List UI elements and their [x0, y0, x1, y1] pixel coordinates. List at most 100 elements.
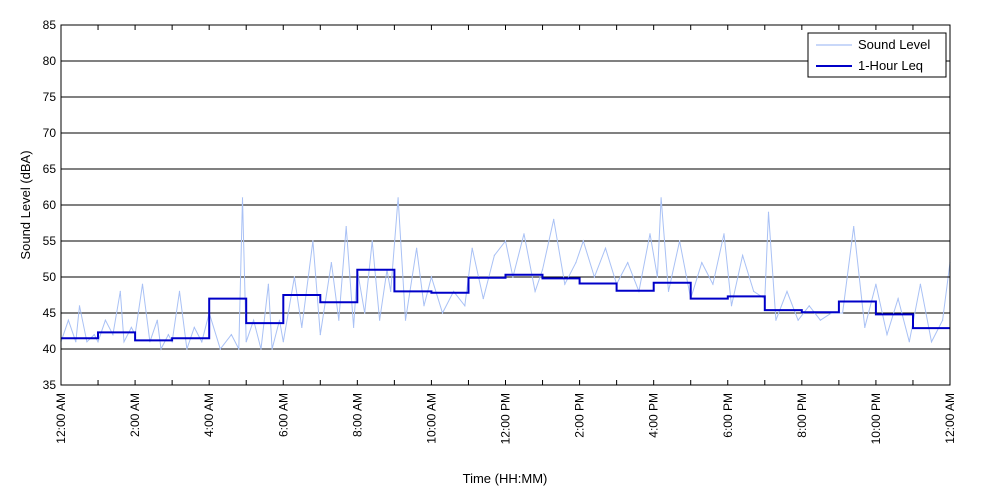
data-point-sound-level	[141, 283, 144, 285]
data-point-sound-level	[379, 319, 381, 321]
x-tick-label: 8:00 PM	[795, 393, 809, 438]
data-point-sound-level	[397, 197, 399, 199]
data-point-sound-level	[345, 226, 347, 228]
data-point-sound-level	[97, 341, 99, 343]
data-point-sound-level	[627, 262, 629, 264]
data-point-sound-level	[193, 326, 195, 328]
series-line-1-hour-leq	[61, 268, 950, 342]
y-tick-label: 35	[43, 378, 57, 392]
data-point-sound-level	[167, 334, 169, 336]
data-point-sound-level	[282, 341, 284, 343]
data-point-sound-level	[667, 290, 670, 292]
data-point-sound-level	[230, 334, 232, 336]
data-point-sound-level	[78, 305, 81, 307]
data-point-sound-level	[112, 334, 114, 336]
legend-label-1-hour-leq: 1-Hour Leq	[858, 58, 923, 73]
data-point-sound-level	[278, 319, 281, 321]
data-point-sound-level	[742, 254, 744, 256]
x-tick-label: 12:00 AM	[943, 393, 957, 444]
legend: Sound Level 1-Hour Leq	[807, 32, 947, 78]
data-point-sound-level	[512, 276, 514, 278]
x-tick-label: 6:00 PM	[721, 393, 735, 438]
series-1-hour-leq	[61, 268, 950, 342]
series-sound-level	[60, 197, 951, 351]
data-point-sound-level	[808, 305, 810, 307]
data-point-sound-level	[730, 305, 733, 307]
data-point-sound-level	[649, 233, 651, 235]
data-point-sound-level	[423, 305, 425, 307]
x-axis-title: Time (HH:MM)	[463, 471, 548, 486]
y-tick-label: 45	[43, 306, 57, 320]
y-tick-label: 50	[43, 270, 57, 284]
y-axis-title: Sound Level (dBA)	[18, 150, 33, 259]
data-point-sound-level	[293, 276, 295, 278]
data-point-sound-level	[775, 319, 777, 321]
legend-label-sound-level: Sound Level	[858, 37, 930, 52]
y-tick-label: 70	[43, 126, 57, 140]
data-point-sound-level	[130, 326, 132, 328]
data-point-sound-level	[271, 348, 273, 350]
data-point-sound-level	[853, 226, 855, 228]
data-point-sound-level	[219, 348, 221, 350]
data-point-sound-level	[464, 305, 466, 307]
data-point-sound-level	[564, 283, 566, 285]
data-point-sound-level	[371, 240, 373, 242]
data-point-sound-level	[171, 341, 173, 343]
data-point-sound-level	[712, 283, 714, 285]
data-point-sound-level	[897, 298, 899, 300]
y-tick-label: 85	[43, 18, 57, 32]
y-tick-label: 40	[43, 342, 57, 356]
x-tick-label: 2:00 PM	[573, 393, 587, 438]
data-point-sound-level	[178, 290, 181, 292]
data-point-sound-level	[908, 341, 910, 343]
data-point-sound-level	[453, 290, 455, 292]
x-tick-label: 6:00 AM	[276, 393, 290, 437]
data-point-sound-level	[186, 348, 188, 350]
data-point-sound-level	[786, 290, 788, 292]
data-point-sound-level	[245, 341, 247, 343]
data-point-sound-level	[919, 283, 922, 285]
data-point-sound-level	[416, 247, 418, 249]
data-point-sound-level	[523, 233, 525, 235]
data-point-sound-level	[338, 319, 340, 321]
data-point-sound-level	[260, 348, 262, 350]
data-point-sound-level	[679, 240, 681, 242]
data-point-sound-level	[864, 326, 866, 328]
data-point-sound-level	[267, 283, 269, 285]
y-tick-label: 75	[43, 90, 57, 104]
data-point-sound-level	[504, 240, 507, 242]
x-tick-label: 12:00 PM	[499, 393, 513, 444]
data-point-sound-level	[67, 319, 69, 321]
y-tick-label: 65	[43, 162, 57, 176]
data-point-sound-level	[123, 341, 125, 343]
data-point-sound-level	[660, 197, 662, 199]
data-point-sound-level	[819, 319, 822, 321]
data-point-sound-level	[604, 247, 607, 249]
data-point-sound-level	[353, 326, 355, 328]
data-point-sound-level	[842, 312, 844, 314]
data-point-sound-level	[701, 262, 703, 264]
data-point-sound-level	[541, 269, 544, 271]
data-point-sound-level	[75, 341, 77, 343]
data-point-sound-level	[238, 348, 240, 350]
data-point-sound-level	[930, 341, 933, 343]
x-tick-label: 10:00 AM	[424, 393, 438, 444]
data-point-sound-level	[156, 319, 158, 321]
data-point-sound-level	[886, 334, 888, 336]
data-point-sound-level	[723, 233, 725, 235]
data-point-sound-level	[86, 341, 88, 343]
data-point-sound-level	[942, 319, 944, 321]
data-point-sound-level	[312, 240, 314, 242]
data-point-sound-level	[553, 218, 555, 220]
x-tick-label: 4:00 AM	[202, 393, 216, 437]
x-axis-ticks: 12:00 AM 2:00 AM 4:00 AM 6:00 AM 8:00 AM 10:0…	[54, 25, 957, 444]
data-point-sound-level	[241, 197, 244, 199]
data-point-sound-level	[471, 247, 473, 249]
data-point-sound-level	[119, 290, 121, 292]
data-point-sound-level	[330, 262, 332, 264]
data-point-sound-level	[797, 319, 799, 321]
data-point-sound-level	[441, 312, 444, 314]
x-tick-label: 10:00 PM	[869, 393, 883, 444]
data-point-sound-level	[149, 341, 151, 343]
